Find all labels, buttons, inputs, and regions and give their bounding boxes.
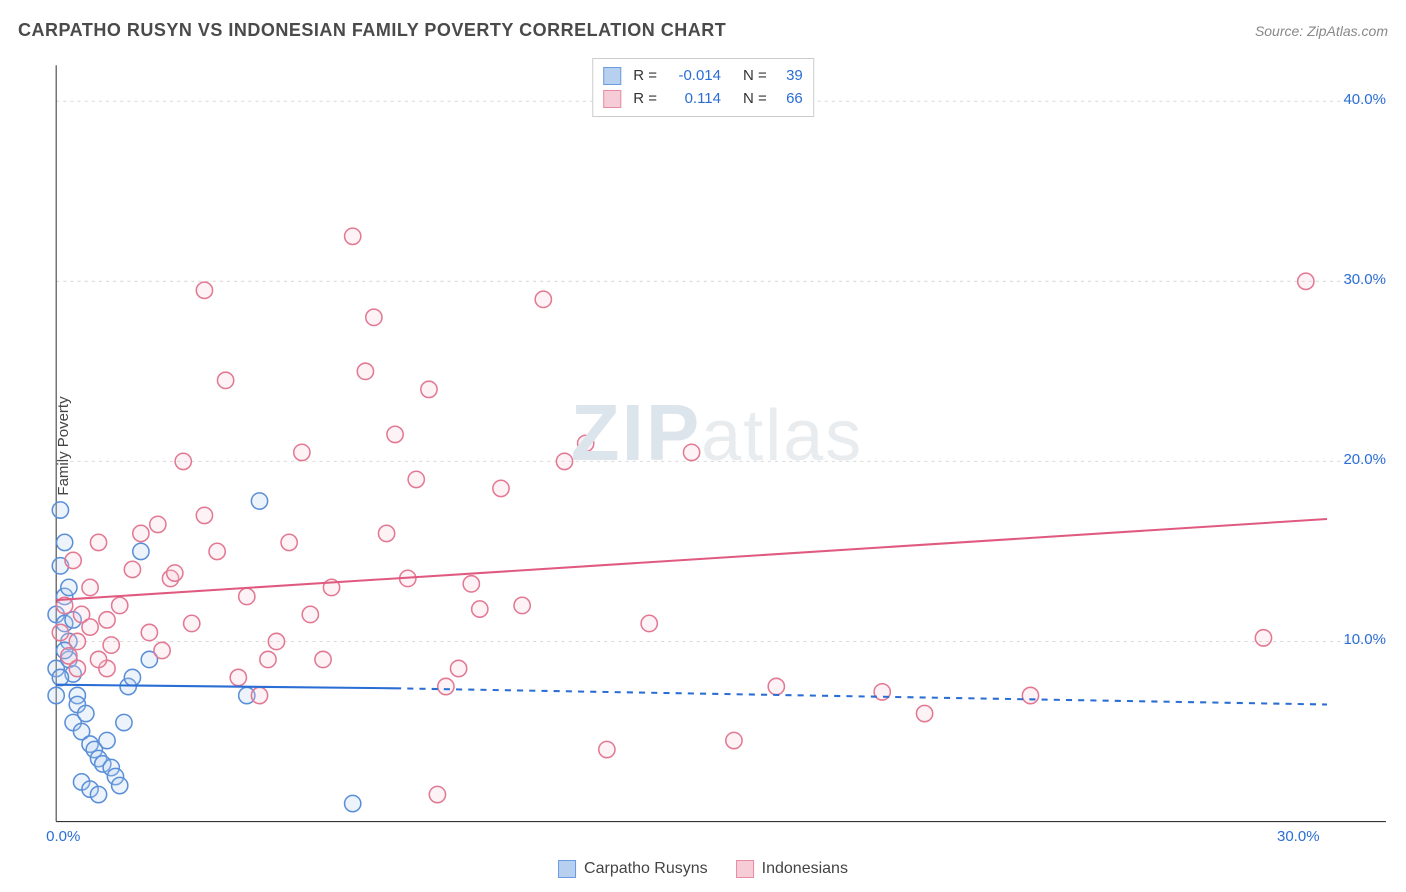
y-tick-label: 20.0% bbox=[1343, 451, 1386, 468]
x-tick-label: 30.0% bbox=[1277, 828, 1320, 845]
legend-label: Indonesians bbox=[762, 860, 848, 878]
chart-title: CARPATHO RUSYN VS INDONESIAN FAMILY POVE… bbox=[18, 20, 726, 41]
legend-item: Indonesians bbox=[736, 860, 848, 878]
source-label: Source: ZipAtlas.com bbox=[1255, 23, 1388, 39]
series-legend: Carpatho Rusyns Indonesians bbox=[558, 860, 848, 878]
correlation-legend: R =-0.014N =39R =0.114N =66 bbox=[592, 58, 814, 117]
x-tick-label: 0.0% bbox=[46, 828, 80, 845]
legend-stat-row: R =0.114N =66 bbox=[603, 88, 803, 111]
legend-item: Carpatho Rusyns bbox=[558, 860, 708, 878]
legend-label: Carpatho Rusyns bbox=[584, 860, 708, 878]
legend-swatch bbox=[736, 860, 754, 878]
y-tick-label: 10.0% bbox=[1343, 631, 1386, 648]
legend-swatch bbox=[558, 860, 576, 878]
legend-swatch bbox=[603, 67, 621, 85]
y-tick-label: 40.0% bbox=[1343, 91, 1386, 108]
y-tick-label: 30.0% bbox=[1343, 271, 1386, 288]
scatter-plot bbox=[46, 55, 1388, 842]
legend-swatch bbox=[603, 90, 621, 108]
legend-stat-row: R =-0.014N =39 bbox=[603, 65, 803, 88]
